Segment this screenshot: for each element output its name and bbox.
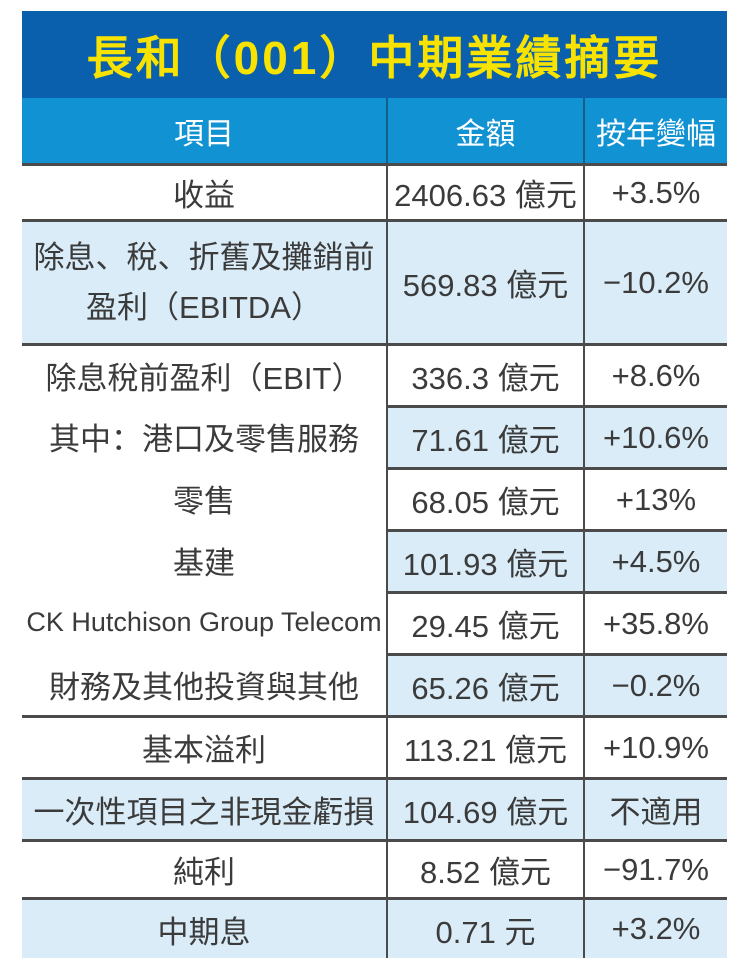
table-row: 中期息 0.71 元 +3.2% [22,897,727,958]
change-cell: +8.6% [583,343,727,405]
column-header-yoy-change: 按年變幅 [583,98,727,163]
table-row: 除息、稅、折舊及攤銷前 盈利（EBITDA） 569.83 億元 −10.2% [22,219,727,343]
table-title: 長和（001）中期業績摘要 [22,11,727,98]
amount-cell: 29.45 億元 [386,591,583,653]
table-row: 除息稅前盈利（EBIT） 336.3 億元 +8.6% [22,343,727,405]
results-table-panel: 長和（001）中期業績摘要 項目 金額 按年變幅 收益 2406.63 億元 +… [22,11,727,958]
amount-cell: 569.83 億元 [386,219,583,343]
amount-cell: 336.3 億元 [386,343,583,405]
change-cell: +3.5% [583,163,727,219]
table-row: 基本溢利 113.21 億元 +10.9% [22,715,727,777]
table-row: 收益 2406.63 億元 +3.5% [22,163,727,219]
item-cell: 中期息 [22,897,386,958]
table-row: 基建 101.93 億元 +4.5% [22,529,727,591]
change-cell: +10.9% [583,715,727,777]
change-cell: −0.2% [583,653,727,715]
amount-cell: 0.71 元 [386,897,583,958]
change-cell: +3.2% [583,897,727,958]
item-cell: 基本溢利 [22,715,386,777]
amount-cell: 65.26 億元 [386,653,583,715]
item-cell: 零售 [173,483,235,519]
item-cell: 除息稅前盈利（EBIT） [22,343,386,405]
item-cell: 除息、稅、折舊及攤銷前 盈利（EBITDA） [22,219,386,343]
amount-cell: 71.61 億元 [386,405,583,467]
item-cell: 財務及其他投資與其他 [49,669,359,705]
table-row: CK Hutchison Group Telecom 29.45 億元 +35.… [22,591,727,653]
amount-cell: 8.52 億元 [386,839,583,897]
item-cell: 收益 [22,163,386,219]
table-row: 零售 68.05 億元 +13% [22,467,727,529]
change-cell: +13% [583,467,727,529]
item-cell: 基建 [173,545,235,581]
amount-cell: 101.93 億元 [386,529,583,591]
table-row: 其中：港口及零售服務 71.61 億元 +10.6% [22,405,727,467]
table-row: 純利 8.52 億元 −91.7% [22,839,727,897]
change-cell: +10.6% [583,405,727,467]
table-row: 財務及其他投資與其他 65.26 億元 −0.2% [22,653,727,715]
item-cell: 純利 [22,839,386,897]
change-cell: +4.5% [583,529,727,591]
amount-cell: 104.69 億元 [386,777,583,839]
amount-cell: 68.05 億元 [386,467,583,529]
column-header-amount: 金額 [386,98,583,163]
change-cell: 不適用 [583,777,727,839]
item-cell: CK Hutchison Group Telecom [26,606,382,637]
change-cell: −91.7% [583,839,727,897]
item-cell: 一次性項目之非現金虧損 [22,777,386,839]
column-header-item: 項目 [174,117,234,151]
item-cell: 其中：港口及零售服務 [49,421,359,457]
table-row: 一次性項目之非現金虧損 104.69 億元 不適用 [22,777,727,839]
change-cell: +35.8% [583,591,727,653]
change-cell: −10.2% [583,219,727,343]
amount-cell: 2406.63 億元 [386,163,583,219]
amount-cell: 113.21 億元 [386,715,583,777]
table-header-row: 項目 金額 按年變幅 [22,98,727,163]
